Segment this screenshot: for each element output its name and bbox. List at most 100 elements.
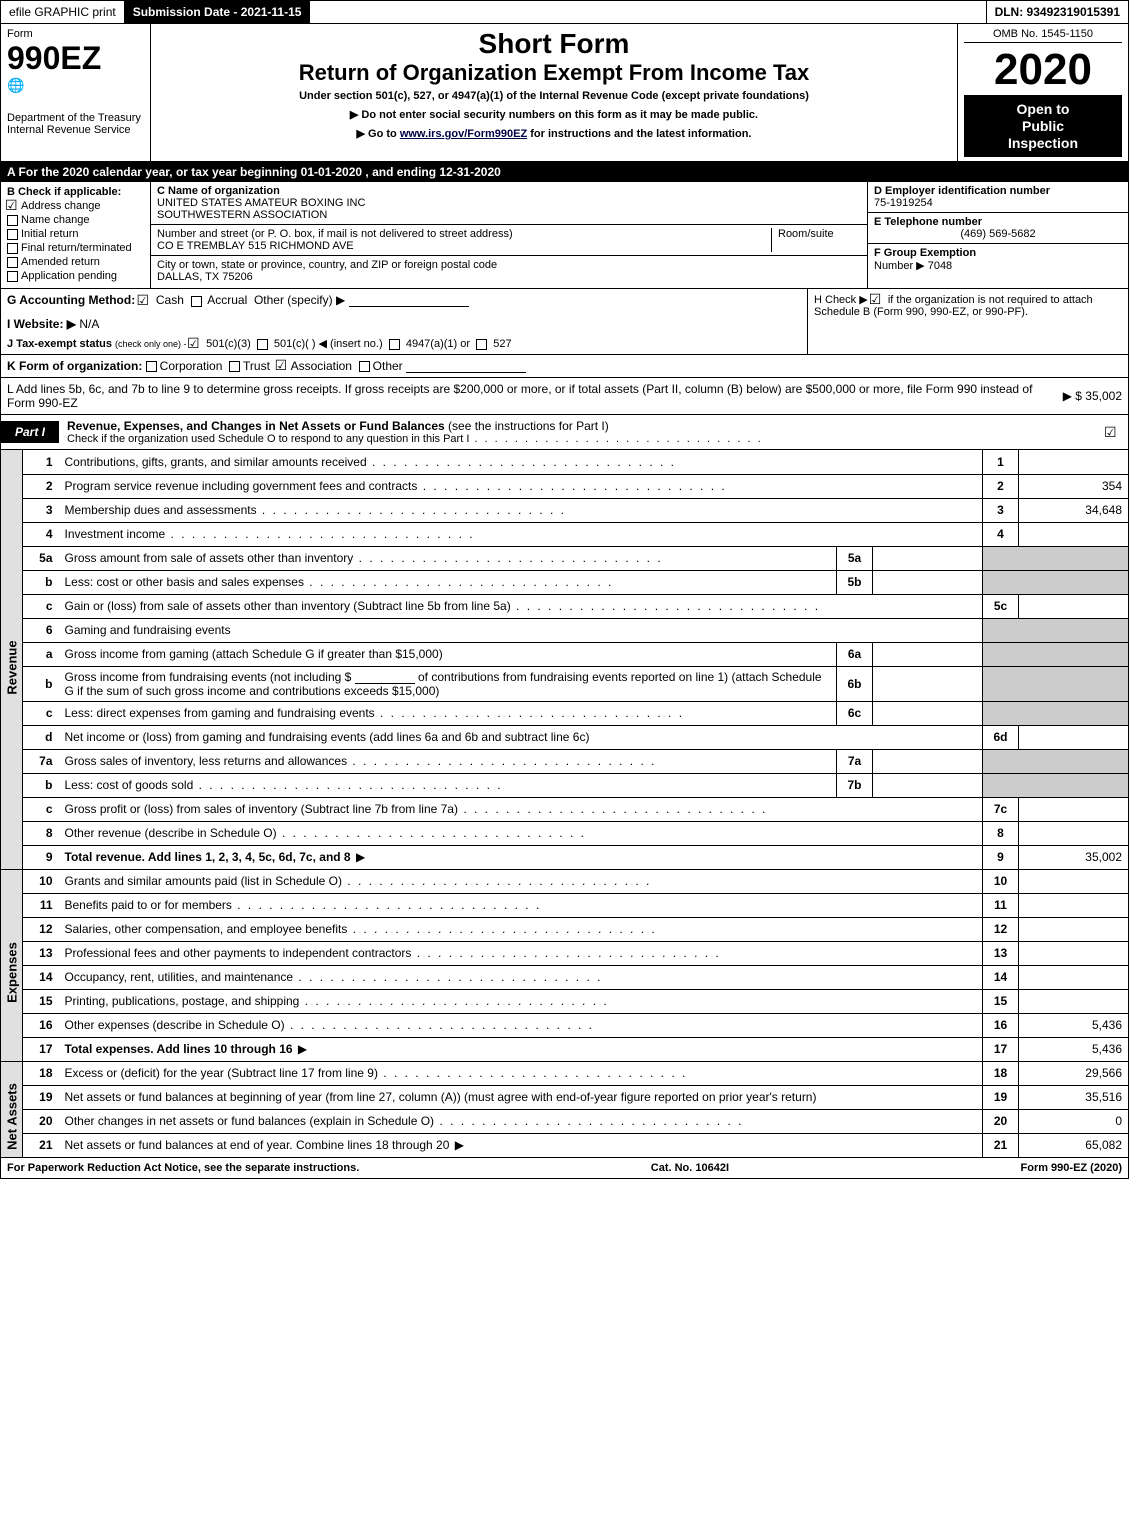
checkbox-icon[interactable] (871, 295, 882, 306)
line-desc-bold: Total revenue. Add lines 1, 2, 3, 4, 5c,… (65, 850, 351, 864)
h-label: H Check ▶ (814, 294, 871, 306)
checkbox-icon[interactable] (229, 361, 240, 372)
shaded-cell (983, 546, 1129, 570)
line-col: 18 (983, 1061, 1019, 1085)
line-desc: Gross amount from sale of assets other t… (59, 546, 837, 570)
lineno: b (23, 570, 59, 594)
form-number: 990EZ (7, 40, 144, 77)
line-7a: 7a Gross sales of inventory, less return… (1, 749, 1129, 773)
city-label: City or town, state or province, country… (157, 259, 497, 271)
line-12: 12 Salaries, other compensation, and emp… (1, 917, 1129, 941)
l6b-blank[interactable] (355, 670, 415, 684)
line-desc: Less: direct expenses from gaming and fu… (59, 701, 837, 725)
k-other-input[interactable] (406, 359, 526, 373)
footer-left: For Paperwork Reduction Act Notice, see … (7, 1162, 359, 1174)
efile-label[interactable]: efile GRAPHIC print (1, 1, 125, 23)
chk-application-pending[interactable]: Application pending (7, 270, 144, 282)
line-18: Net Assets 18 Excess or (deficit) for th… (1, 1061, 1129, 1085)
header-left: Form 990EZ 🌐 Department of the Treasury … (1, 24, 151, 161)
lineno: 6 (23, 618, 59, 642)
open2: Public (968, 118, 1118, 135)
line-col: 16 (983, 1013, 1019, 1037)
checkbox-icon (7, 229, 18, 240)
header-right: OMB No. 1545-1150 2020 Open to Public In… (958, 24, 1128, 161)
info-grid: B Check if applicable: Address change Na… (0, 182, 1129, 289)
checkbox-icon[interactable] (257, 339, 268, 350)
line-amount: 35,002 (1019, 845, 1129, 869)
expenses-side-label: Expenses (1, 869, 23, 1061)
d-label: D Employer identification number (874, 185, 1122, 197)
period-mid: , and ending (362, 165, 439, 179)
lineno: 19 (23, 1085, 59, 1109)
line-amount (1019, 450, 1129, 474)
k-assoc: Association (291, 359, 352, 373)
irs-link[interactable]: www.irs.gov/Form990EZ (400, 128, 527, 140)
shaded-cell (983, 749, 1129, 773)
period-begin: 01-01-2020 (301, 165, 362, 179)
shaded-cell (983, 618, 1129, 642)
checkbox-icon[interactable] (189, 339, 200, 350)
line-amount (1019, 594, 1129, 618)
line-desc: Gross income from fundraising events (no… (59, 666, 837, 701)
part1-check[interactable] (1098, 425, 1128, 439)
checkbox-icon[interactable] (359, 361, 370, 372)
line-amount (1019, 893, 1129, 917)
short-form-title: Short Form (159, 28, 949, 60)
line-amount: 29,566 (1019, 1061, 1129, 1085)
chk-name-change[interactable]: Name change (7, 214, 144, 226)
netassets-side-label: Net Assets (1, 1061, 23, 1157)
header-center: Short Form Return of Organization Exempt… (151, 24, 958, 161)
g-other-input[interactable] (349, 293, 469, 307)
checkbox-icon (7, 257, 18, 268)
irs-label: Internal Revenue Service (7, 124, 144, 136)
chk-address-change[interactable]: Address change (7, 200, 144, 212)
line-col: 15 (983, 989, 1019, 1013)
period-a: A For the 2020 calendar year, or tax yea… (7, 165, 301, 179)
checkbox-icon[interactable] (146, 361, 157, 372)
k-label: K Form of organization: (7, 359, 142, 373)
line-desc: Gross income from gaming (attach Schedul… (59, 642, 837, 666)
checkbox-icon[interactable] (139, 296, 150, 307)
line-6b: b Gross income from fundraising events (… (1, 666, 1129, 701)
chk-label: Application pending (21, 270, 117, 282)
line-col: 3 (983, 498, 1019, 522)
checkbox-icon[interactable] (476, 339, 487, 350)
spacer (310, 1, 985, 23)
phone-value: (469) 569-5682 (874, 228, 1122, 240)
g-accrual: Accrual (207, 293, 247, 307)
line-col: 9 (983, 845, 1019, 869)
lineno: 5a (23, 546, 59, 570)
line-amount (1019, 917, 1129, 941)
line-col: 2 (983, 474, 1019, 498)
revenue-text: Revenue (5, 632, 20, 702)
checkbox-icon[interactable] (389, 339, 400, 350)
lineno: 13 (23, 941, 59, 965)
submission-date: Submission Date - 2021-11-15 (125, 1, 311, 23)
line-desc: Grants and similar amounts paid (list in… (59, 869, 983, 893)
omb-number: OMB No. 1545-1150 (964, 28, 1122, 43)
line-col: 20 (983, 1109, 1019, 1133)
chk-label: Amended return (21, 256, 100, 268)
minibox-label: 5b (837, 570, 873, 594)
line-10: Expenses 10 Grants and similar amounts p… (1, 869, 1129, 893)
open-public-badge: Open to Public Inspection (964, 95, 1122, 157)
line-amount (1019, 965, 1129, 989)
footer-mid: Cat. No. 10642I (651, 1162, 729, 1174)
checkbox-icon (7, 271, 18, 282)
k-corp: Corporation (160, 359, 223, 373)
line-col: 8 (983, 821, 1019, 845)
j-4947: 4947(a)(1) or (406, 338, 470, 350)
checkbox-icon[interactable] (277, 361, 288, 372)
line-desc: Program service revenue including govern… (59, 474, 983, 498)
chk-amended-return[interactable]: Amended return (7, 256, 144, 268)
g-label: G Accounting Method: (7, 293, 135, 307)
chk-final-return[interactable]: Final return/terminated (7, 242, 144, 254)
checkbox-icon[interactable] (191, 296, 202, 307)
chk-initial-return[interactable]: Initial return (7, 228, 144, 240)
chk-label: Final return/terminated (21, 242, 132, 254)
line-col: 6d (983, 725, 1019, 749)
open3: Inspection (968, 135, 1118, 152)
line-17: 17 Total expenses. Add lines 10 through … (1, 1037, 1129, 1061)
line-desc: Net assets or fund balances at beginning… (59, 1085, 983, 1109)
line-4: 4 Investment income 4 (1, 522, 1129, 546)
